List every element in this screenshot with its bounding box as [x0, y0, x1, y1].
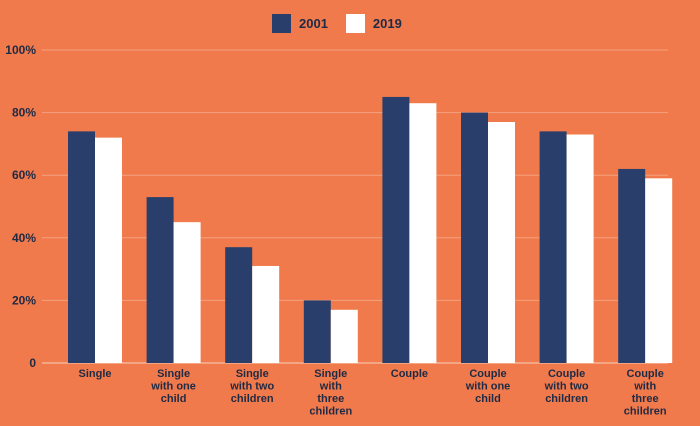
y-tick-label-0: 0: [29, 356, 36, 370]
x-tick-label-line: Single: [314, 368, 347, 380]
x-tick-label-line: children: [624, 406, 667, 418]
y-tick-label-80: 80%: [12, 106, 36, 120]
x-tick-label-2: Single with two children: [229, 368, 274, 405]
x-tick-label-line: with two: [544, 381, 589, 393]
x-tick-label-line: with: [633, 381, 656, 393]
y-tick-label-60: 60%: [12, 168, 36, 182]
bar-2001-6: [539, 131, 567, 363]
x-tick-label-line: child: [475, 393, 501, 405]
bar-2001-7: [618, 168, 646, 363]
x-tick-label-line: Single: [157, 368, 190, 380]
x-tick-label-line: Single: [236, 368, 269, 380]
x-tick-label-line: Single: [78, 368, 111, 380]
bar-2019-2: [252, 265, 280, 363]
x-tick-label-line: child: [161, 393, 187, 405]
x-tick-label-line: Couple: [391, 368, 428, 380]
x-tick-label-line: Couple: [548, 368, 585, 380]
x-tick-label-0: Single: [78, 368, 111, 380]
x-tick-label-line: with one: [150, 381, 196, 393]
legend: 2001 2019: [272, 14, 420, 33]
bar-2019-0: [95, 137, 122, 363]
bar-2019-6: [566, 134, 594, 363]
bar-2019-3: [330, 309, 358, 363]
x-tick-label-5: Couple with one child: [465, 368, 511, 405]
y-tick-label-100: 100%: [5, 43, 36, 57]
x-tick-label-line: with: [319, 381, 342, 393]
legend-label-2001: 2001: [299, 16, 328, 31]
legend-swatch-2019: [345, 14, 365, 33]
x-tick-label-line: children: [231, 393, 274, 405]
bar-2001-0: [68, 131, 95, 363]
bar-2001-3: [303, 300, 331, 363]
x-tick-label-line: children: [545, 393, 588, 405]
bar-2019-7: [645, 178, 673, 363]
bar-2019-1: [173, 222, 201, 363]
x-tick-label-3: Single with three children: [309, 368, 352, 418]
y-tick-label-20: 20%: [12, 293, 36, 307]
bar-2001-1: [146, 197, 174, 363]
x-tick-label-line: children: [309, 406, 352, 418]
x-tick-label-7: Couple with three children: [624, 368, 667, 418]
x-tick-label-4: Couple: [391, 368, 428, 380]
x-tick-label-6: Couple with two children: [544, 368, 589, 405]
legend-label-2019: 2019: [372, 16, 402, 31]
x-tick-label-line: Couple: [627, 368, 664, 380]
x-tick-label-line: three: [317, 393, 344, 405]
x-tick-label-1: Single with one child: [150, 368, 196, 405]
x-tick-label-line: Couple: [469, 368, 506, 380]
y-tick-label-40: 40%: [12, 231, 36, 245]
bar-2001-5: [461, 112, 488, 363]
bar-2019-4: [409, 103, 437, 364]
x-tick-label-line: three: [632, 393, 659, 405]
x-tick-label-line: with two: [229, 381, 274, 393]
bar-2019-5: [488, 121, 515, 364]
bar-2001-4: [382, 96, 410, 363]
legend-item-2001: 2001: [272, 14, 328, 33]
legend-item-2019: 2019: [345, 14, 402, 33]
bar-2001-2: [225, 247, 253, 363]
x-tick-label-line: with one: [465, 381, 511, 393]
legend-swatch-2001: [272, 14, 291, 33]
